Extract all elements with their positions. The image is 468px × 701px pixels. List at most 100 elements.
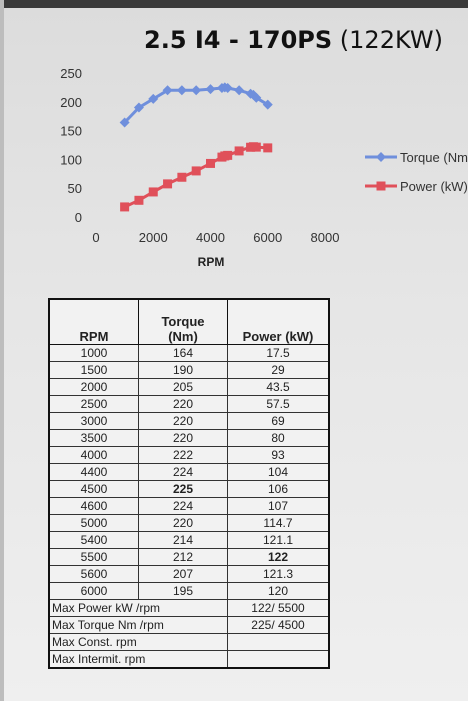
table-footer-row: Max Intermit. rpm [48,650,330,669]
torque-point-4 [176,85,187,96]
x-tick-label-0: 0 [92,230,99,245]
cell-power: 121.3 [227,565,330,583]
y-tick-label-4: 200 [60,95,82,110]
table-row: 4500 225 106 [48,480,330,498]
x-tick-label-4: 8000 [311,230,340,245]
power-point-13 [251,142,261,152]
left-frame-edge [0,0,4,701]
cell-rpm: 4400 [48,463,139,481]
power-point-2 [148,187,158,197]
cell-rpm: 2500 [48,395,139,413]
cell-torque: 190 [138,361,228,379]
table-row: 5000 220 114.7 [48,514,330,532]
table-footer-row: Max Torque Nm /rpm 225/ 4500 [48,616,330,634]
x-tick-label-1: 2000 [139,230,168,245]
cell-power: 120 [227,582,330,600]
cell-torque: 224 [138,463,228,481]
power-point-9 [223,150,233,160]
power-point-5 [191,166,201,176]
power-point-1 [134,195,144,205]
footer-label: Max Power kW /rpm [48,599,228,617]
table-footer-row: Max Const. rpm [48,633,330,651]
chart-title-sub: (122KW) [332,26,443,54]
footer-value: 225/ 4500 [227,616,330,634]
cell-torque: 205 [138,378,228,396]
table-row: 2000 205 43.5 [48,378,330,396]
y-tick-label-2: 100 [60,152,82,167]
header-power: Power (kW) [227,298,330,345]
cell-power: 107 [227,497,330,515]
table-footer-row: Max Power kW /rpm 122/ 5500 [48,599,330,617]
header-torque: Torque (Nm) [138,298,228,345]
x-axis-label: RPM [198,255,225,269]
table-row: 5400 214 121.1 [48,531,330,549]
footer-label: Max Torque Nm /rpm [48,616,228,634]
footer-value: 122/ 5500 [227,599,330,617]
cell-rpm: 4000 [48,446,139,464]
y-tick-label-3: 150 [60,124,82,139]
cell-rpm: 3500 [48,429,139,447]
y-tick-label-0: 0 [75,210,82,225]
cell-torque: 220 [138,429,228,447]
power-point-0 [120,202,130,212]
cell-torque: 207 [138,565,228,583]
chart-title-main: 2.5 I4 - 170PS [144,26,333,54]
table-header-row: RPM Torque (Nm) Power (kW) [48,298,330,345]
table-row: 1000 164 17.5 [48,344,330,362]
torque-point-9 [222,82,233,93]
legend-label-1: Power (kW) [400,179,468,194]
table-row: 5500 212 122 [48,548,330,566]
torque-point-0 [119,117,130,128]
table-body: 1000 164 17.5 1500 190 29 2000 205 43.5 2500 220 57… [48,344,330,600]
cell-power: 57.5 [227,395,330,413]
cell-torque: 220 [138,412,228,430]
header-rpm: RPM [48,298,139,345]
table-row: 4600 224 107 [48,497,330,515]
footer-value [227,633,330,651]
cell-power: 104 [227,463,330,481]
cell-rpm: 1000 [48,344,139,362]
power-point-3 [163,179,173,189]
cell-rpm: 6000 [48,582,139,600]
table-footer: Max Power kW /rpm 122/ 5500 Max Torque Nm … [48,599,330,669]
cell-power: 17.5 [227,344,330,362]
power-point-14 [263,143,273,153]
performance-table: RPM Torque (Nm) Power (kW) 1000 164 17.5 15… [48,298,330,669]
cell-power: 114.7 [227,514,330,532]
table-row: 1500 190 29 [48,361,330,379]
cell-power: 29 [227,361,330,379]
cell-power: 80 [227,429,330,447]
cell-rpm: 2000 [48,378,139,396]
cell-power: 121.1 [227,531,330,549]
legend-label-0: Torque (Nm) [400,150,468,165]
top-frame-edge [0,0,468,8]
table-row: 6000 195 120 [48,582,330,600]
power-point-6 [206,158,215,168]
cell-torque: 225 [138,480,228,498]
y-tick-label-5: 250 [60,66,82,81]
cell-rpm: 1500 [48,361,139,379]
chart-svg: 0 50 100 150 200 250 0 2000 4000 6000 8000 RPM Torqu… [60,66,468,269]
cell-rpm: 5600 [48,565,139,583]
cell-rpm: 3000 [48,412,139,430]
x-tick-label-3: 6000 [253,230,282,245]
cell-power: 43.5 [227,378,330,396]
torque-point-14 [262,99,273,110]
cell-torque: 164 [138,344,228,362]
table-row: 3000 220 69 [48,412,330,430]
torque-point-1 [133,102,144,113]
legend-marker-1 [376,181,386,191]
cell-rpm: 4600 [48,497,139,515]
torque-point-5 [191,85,202,96]
x-tick-label-2: 4000 [196,230,225,245]
table-row: 4400 224 104 [48,463,330,481]
cell-rpm: 5500 [48,548,139,566]
legend-marker-0 [376,152,386,162]
cell-rpm: 5400 [48,531,139,549]
y-tick-label-1: 50 [68,181,82,196]
cell-torque: 224 [138,497,228,515]
series-line-1 [123,145,268,209]
cell-torque: 222 [138,446,228,464]
power-point-10 [234,146,244,156]
cell-torque: 212 [138,548,228,566]
